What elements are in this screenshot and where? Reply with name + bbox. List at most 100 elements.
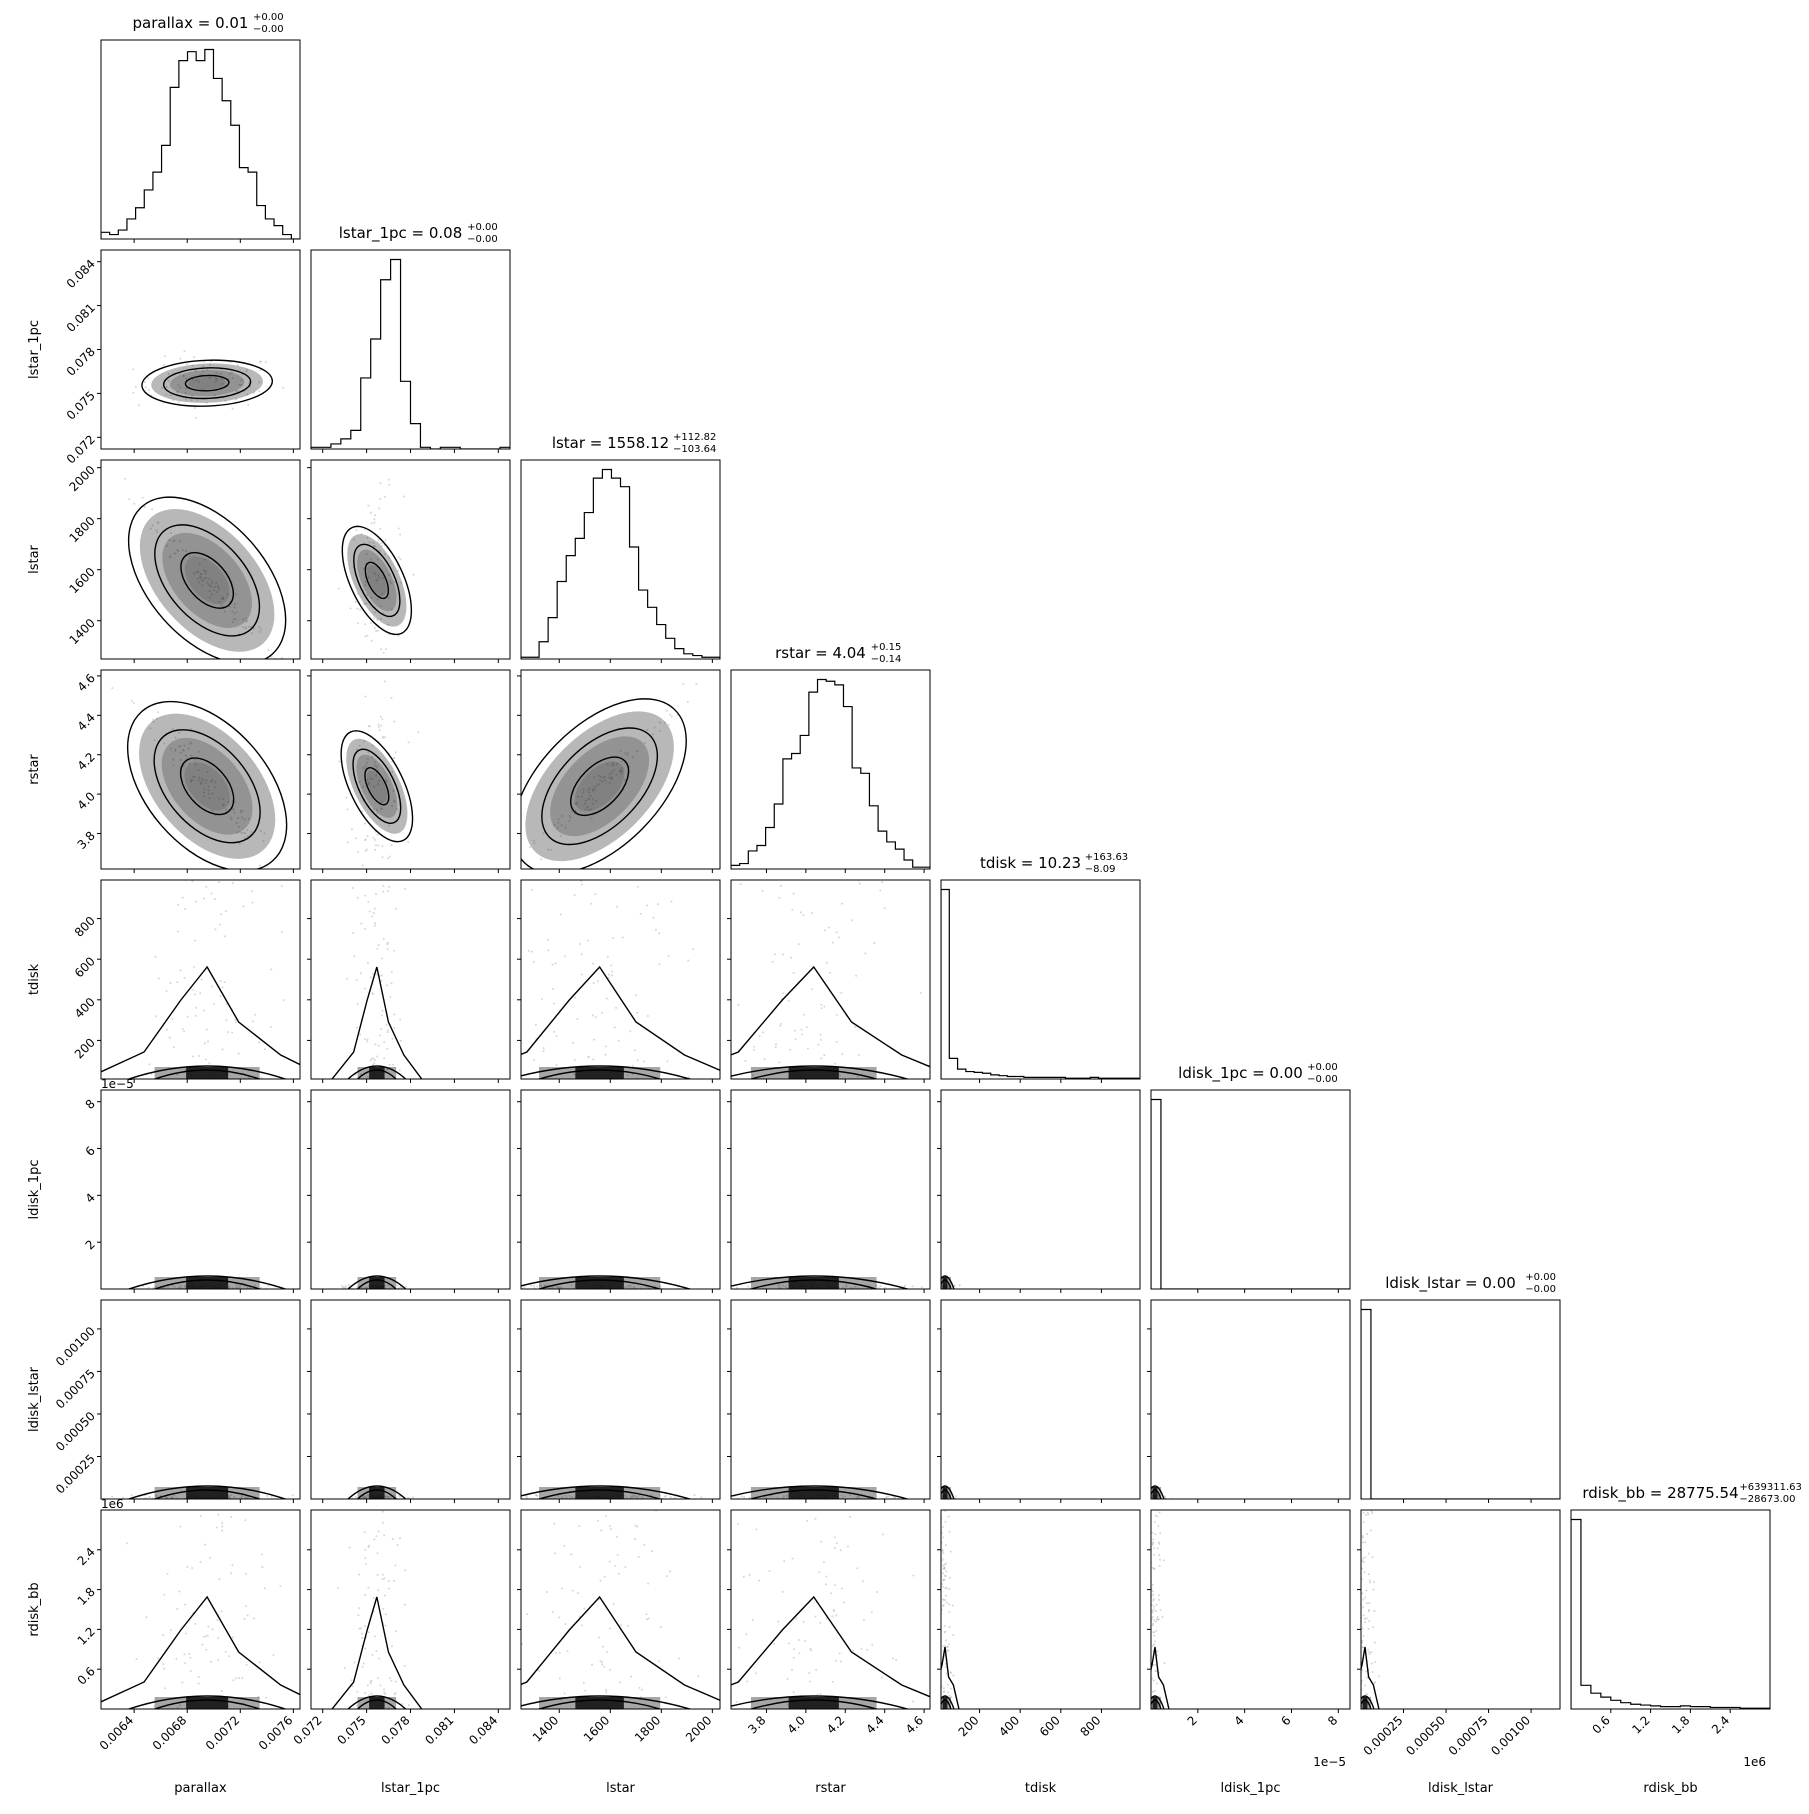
sample-point	[202, 370, 205, 373]
sample-point	[179, 758, 182, 761]
samples-panel-rdisk-bb-vs-parallax	[125, 1513, 282, 1709]
sample-point	[166, 1496, 169, 1499]
sample-point	[355, 1026, 358, 1029]
sample-point	[568, 819, 571, 822]
sample-point	[345, 796, 348, 799]
sample-point	[192, 356, 195, 359]
sample-point	[1362, 1511, 1365, 1514]
sample-point	[246, 1614, 249, 1617]
sample-point	[193, 572, 196, 575]
sample-point	[635, 994, 638, 997]
sample-point	[533, 842, 536, 845]
density-outer-contour	[941, 1646, 960, 1709]
sample-point	[533, 839, 536, 842]
hist-panel-ldisk-1pc-content	[1151, 1098, 1350, 1289]
sample-point	[1365, 1589, 1368, 1592]
sample-point	[373, 627, 376, 630]
sample-point	[370, 639, 373, 642]
sample-point	[373, 545, 376, 548]
sample-point	[210, 780, 213, 783]
sample-point	[831, 1615, 834, 1618]
sample-point	[948, 1625, 951, 1628]
sample-point	[1365, 1670, 1368, 1673]
sample-point	[800, 1028, 803, 1031]
sample-point	[590, 817, 593, 820]
sample-point	[201, 777, 204, 780]
sample-point	[384, 736, 387, 739]
sample-point	[558, 1651, 561, 1654]
sample-point	[240, 1495, 243, 1498]
sample-point	[384, 648, 387, 651]
sample-point	[346, 808, 349, 811]
sample-point	[526, 1613, 529, 1616]
sample-point	[365, 848, 368, 851]
sample-point	[225, 1019, 228, 1022]
x-axis-label-rdisk-bb: rdisk_bb	[1643, 1781, 1697, 1796]
sample-point	[604, 1045, 607, 1048]
sample-point	[394, 1564, 397, 1567]
sample-point	[172, 758, 175, 761]
sample-point	[1364, 1541, 1367, 1544]
sample-point	[811, 912, 814, 915]
sample-point	[948, 1603, 951, 1606]
sample-point	[231, 1636, 234, 1639]
sample-point	[221, 596, 224, 599]
sample-point	[122, 1496, 125, 1499]
y-tick-label: 4	[83, 1190, 98, 1205]
sample-point	[633, 1049, 636, 1052]
sample-point	[196, 577, 199, 580]
sample-point	[236, 1286, 239, 1289]
sample-point	[952, 1634, 955, 1637]
sample-point	[806, 1519, 809, 1522]
sample-point	[393, 580, 396, 583]
sample-point	[606, 955, 609, 958]
x-tick-label: 1.2	[1629, 1713, 1652, 1736]
sample-point	[623, 1286, 626, 1289]
sample-point	[373, 518, 376, 521]
sample-point	[814, 1615, 817, 1618]
x-tick-label: 2000	[683, 1713, 714, 1744]
sample-point	[525, 1495, 528, 1498]
sample-point	[365, 593, 368, 596]
hist-panel-parallax-content	[101, 48, 300, 239]
sample-point	[941, 1525, 944, 1528]
density-contour	[347, 1065, 407, 1079]
sample-point	[791, 1669, 794, 1672]
sample-point	[177, 745, 180, 748]
title-lstar: lstar = 1558.12 +112.82−103.64	[552, 432, 717, 455]
sample-point	[377, 783, 380, 786]
sample-point	[214, 814, 217, 817]
sample-point	[376, 541, 379, 544]
sample-point	[945, 1586, 948, 1589]
density-outer-contour	[101, 965, 300, 1073]
sample-point	[746, 1680, 749, 1683]
sample-point	[1363, 1571, 1366, 1574]
sample-point	[1361, 1627, 1364, 1630]
sample-point	[818, 1571, 821, 1574]
sample-point	[717, 1495, 719, 1497]
sample-point	[234, 603, 237, 606]
sample-point	[1368, 1652, 1371, 1655]
sample-point	[727, 1065, 729, 1067]
x-tick-label: 4	[1231, 1713, 1246, 1728]
sample-point	[659, 721, 662, 724]
sample-point	[381, 1510, 384, 1513]
sample-point	[260, 360, 263, 363]
sample-point	[534, 1023, 537, 1026]
sample-point	[670, 715, 673, 718]
sample-point	[377, 723, 380, 726]
sample-point	[951, 1604, 954, 1607]
sample-point	[248, 625, 251, 628]
panel-ldisk-1pc-vs-tdisk-frame	[940, 1089, 1141, 1290]
sample-point	[250, 831, 253, 834]
y-tick-label: 2	[83, 1237, 98, 1252]
sample-point	[182, 764, 185, 767]
panel-tdisk-vs-lstar-1pc	[307, 879, 511, 1083]
sample-point	[363, 528, 366, 531]
sample-point	[637, 1555, 640, 1558]
sample-point	[540, 858, 543, 861]
sample-point	[233, 612, 236, 615]
sample-point	[876, 1590, 879, 1593]
sample-point	[393, 1027, 396, 1030]
sample-point	[155, 529, 158, 532]
